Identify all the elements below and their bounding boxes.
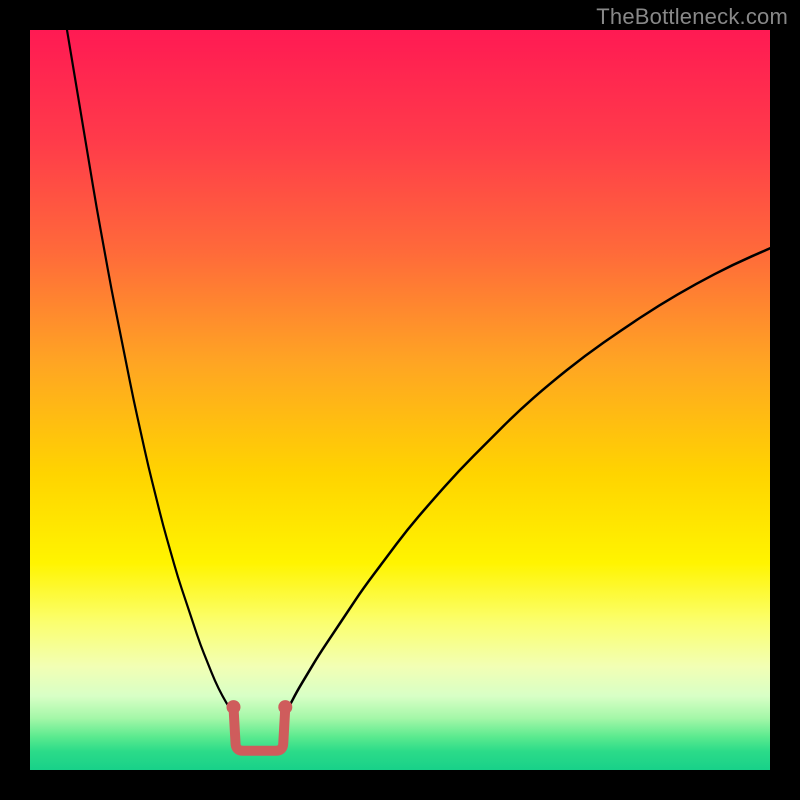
plot-background xyxy=(30,30,770,770)
watermark-text: TheBottleneck.com xyxy=(596,4,788,30)
valley-left-dot xyxy=(227,700,241,714)
valley-right-dot xyxy=(278,700,292,714)
bottleneck-chart xyxy=(0,0,800,800)
chart-frame: TheBottleneck.com xyxy=(0,0,800,800)
